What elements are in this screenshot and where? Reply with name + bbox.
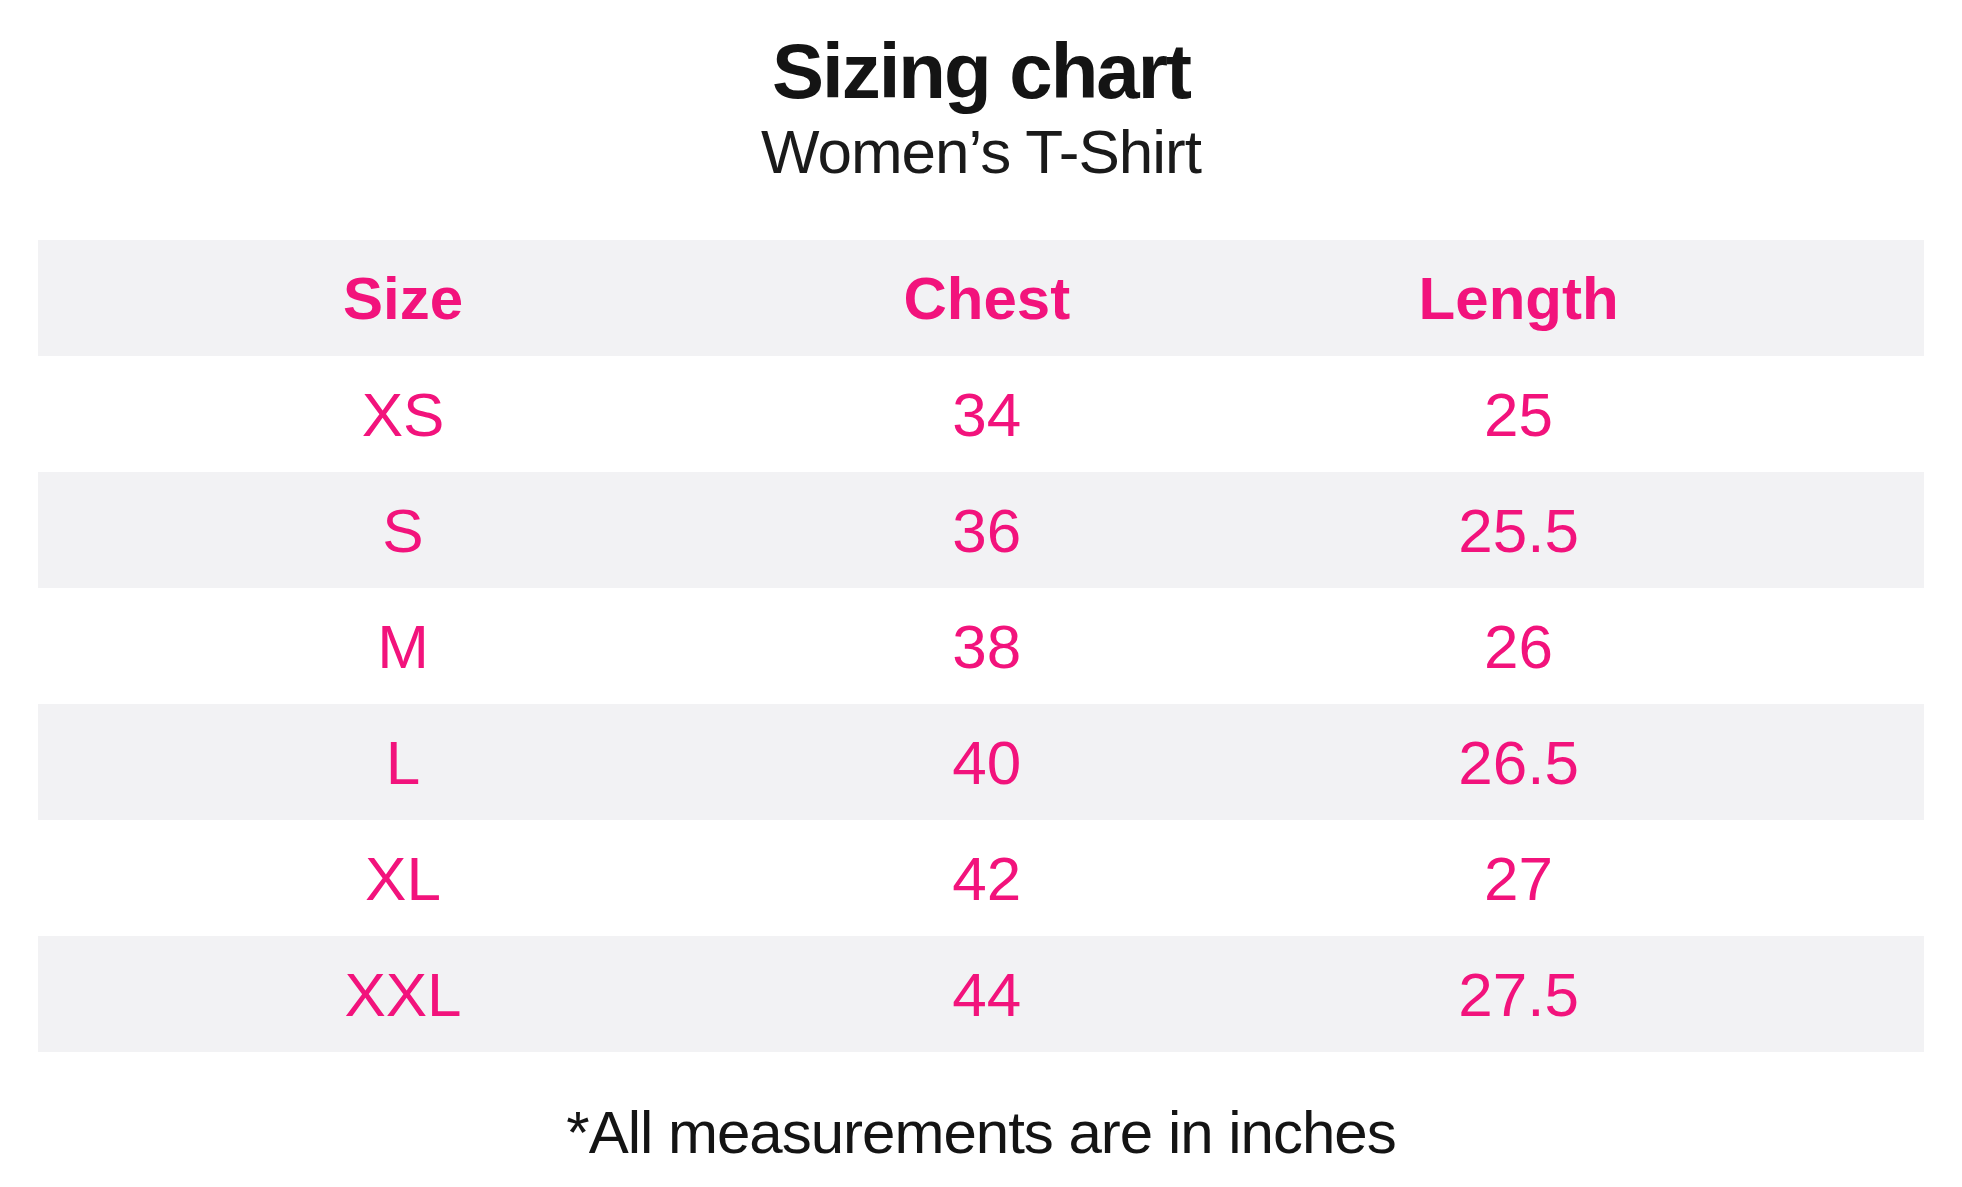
sizing-chart-page: Sizing chart Women’s T-Shirt Size Chest … xyxy=(0,0,1962,1187)
cell-chest: 38 xyxy=(768,611,1206,682)
page-title: Sizing chart xyxy=(0,0,1962,116)
table-row-xs: XS 34 25 xyxy=(38,356,1924,472)
cell-length: 25.5 xyxy=(1206,495,1832,566)
column-header-chest: Chest xyxy=(768,264,1206,333)
cell-chest: 40 xyxy=(768,727,1206,798)
cell-length: 26.5 xyxy=(1206,727,1832,798)
column-header-length: Length xyxy=(1206,264,1832,333)
table-row-xl: XL 42 27 xyxy=(38,820,1924,936)
table-row-m: M 38 26 xyxy=(38,588,1924,704)
page-subtitle: Women’s T-Shirt xyxy=(0,116,1962,188)
cell-chest: 36 xyxy=(768,495,1206,566)
cell-chest: 34 xyxy=(768,379,1206,450)
cell-length: 26 xyxy=(1206,611,1832,682)
cell-length: 27.5 xyxy=(1206,959,1832,1030)
cell-length: 27 xyxy=(1206,843,1832,914)
table-row-l: L 40 26.5 xyxy=(38,704,1924,820)
sizing-table: Size Chest Length XS 34 25 S 36 25.5 M 3… xyxy=(38,240,1924,1052)
cell-size: L xyxy=(38,727,768,798)
cell-chest: 42 xyxy=(768,843,1206,914)
column-header-size: Size xyxy=(38,264,768,333)
cell-chest: 44 xyxy=(768,959,1206,1030)
table-row-s: S 36 25.5 xyxy=(38,472,1924,588)
table-header-row: Size Chest Length xyxy=(38,240,1924,356)
cell-size: XXL xyxy=(38,959,768,1030)
cell-size: S xyxy=(38,495,768,566)
cell-size: XS xyxy=(38,379,768,450)
cell-size: XL xyxy=(38,843,768,914)
table-row-xxl: XXL 44 27.5 xyxy=(38,936,1924,1052)
footnote: *All measurements are in inches xyxy=(0,1098,1962,1167)
cell-size: M xyxy=(38,611,768,682)
cell-length: 25 xyxy=(1206,379,1832,450)
